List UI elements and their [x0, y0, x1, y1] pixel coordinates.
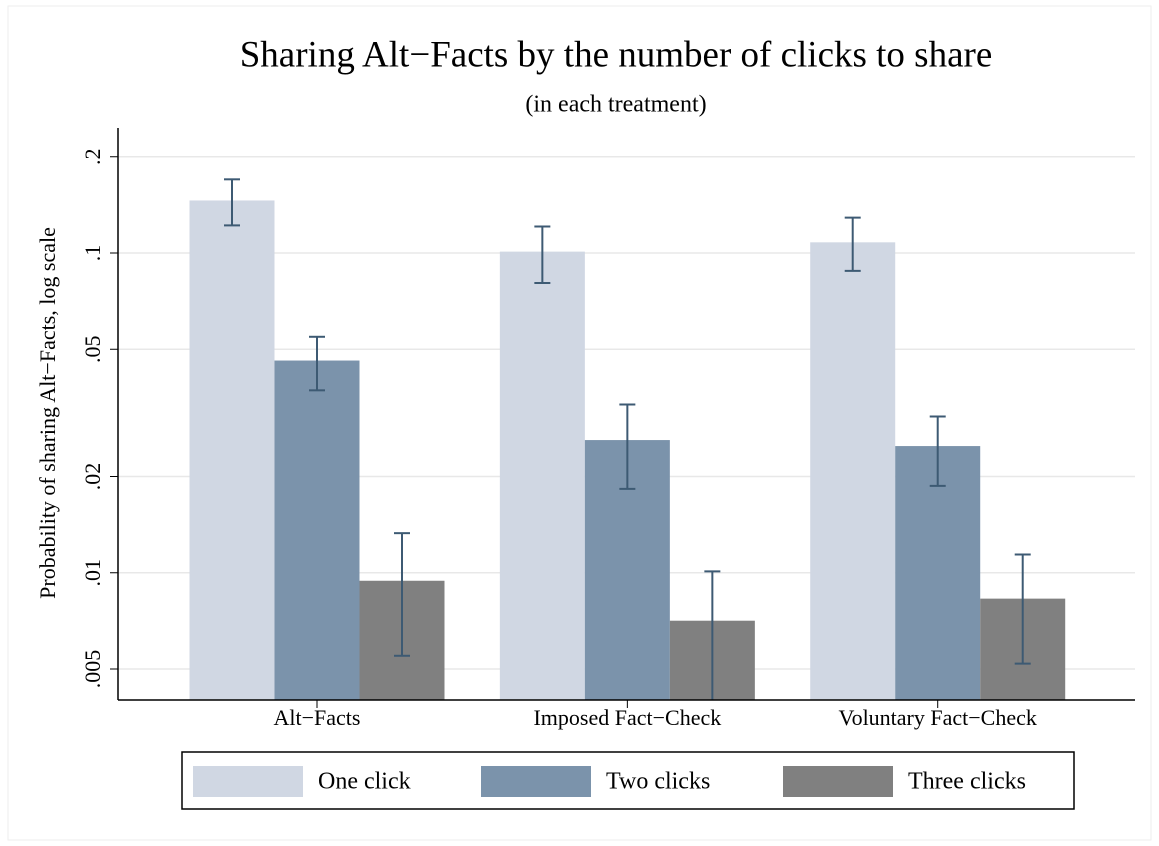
x-tick-label: Imposed Fact−Check [533, 705, 721, 730]
bar [499, 251, 585, 701]
legend-swatch [193, 766, 303, 797]
chart-subtitle: (in each treatment) [525, 92, 706, 118]
chart-title: Sharing Alt−Facts by the number of click… [240, 34, 993, 75]
y-axis-label: Probability of sharing Alt−Facts, log sc… [35, 227, 60, 599]
bar [274, 360, 360, 700]
legend-swatch [783, 766, 893, 797]
legend-label: Two clicks [606, 769, 710, 795]
y-tick-label: .02 [80, 463, 105, 491]
y-tick-label: .005 [80, 650, 105, 689]
y-tick-label: .05 [80, 336, 105, 364]
x-tick-label: Voluntary Fact−Check [839, 705, 1037, 730]
legend-swatch [481, 766, 591, 797]
y-tick-label: .01 [80, 559, 105, 587]
bar [810, 242, 896, 701]
legend-label: Three clicks [908, 769, 1026, 795]
y-tick-label: .2 [80, 148, 105, 165]
bar [895, 446, 981, 700]
legend-label: One click [318, 769, 411, 795]
y-tick-label: .1 [80, 245, 105, 261]
bar [189, 200, 275, 700]
x-tick-label: Alt−Facts [274, 705, 361, 730]
legend [181, 751, 1075, 810]
